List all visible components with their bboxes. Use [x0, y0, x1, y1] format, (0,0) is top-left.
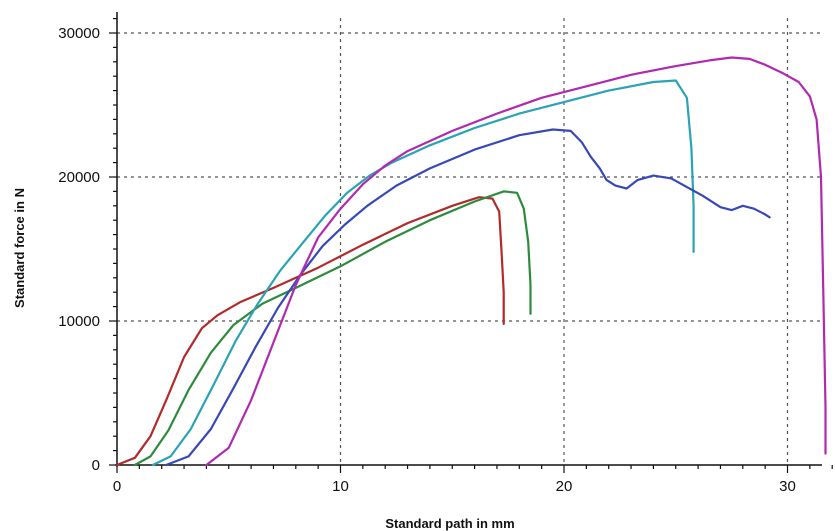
grid [117, 18, 822, 465]
y-tick-label: 20000 [58, 169, 100, 186]
x-tick-label: 30 [779, 478, 796, 495]
x-tick-label: 10 [332, 478, 349, 495]
y-axis-label: Standard force in N [12, 188, 27, 308]
tick-labels: 0 10 20 30 0 10000 20000 30000 [58, 25, 796, 495]
series-line-1 [115, 196, 505, 467]
x-axis-label: Standard path in mm [385, 516, 514, 531]
series-line-5 [205, 56, 827, 467]
y-tick-label: 0 [92, 457, 100, 474]
axes [115, 12, 822, 467]
y-tick-label: 30000 [58, 25, 100, 42]
y-tick-label: 10000 [58, 313, 100, 330]
x-tick-label: 20 [556, 478, 573, 495]
series-line-3 [151, 79, 695, 467]
x-tick-label: 0 [113, 478, 121, 495]
minor-ticks [109, 18, 833, 473]
series-group [115, 56, 827, 467]
series-line-4 [165, 128, 771, 467]
series-line-2 [133, 190, 532, 467]
